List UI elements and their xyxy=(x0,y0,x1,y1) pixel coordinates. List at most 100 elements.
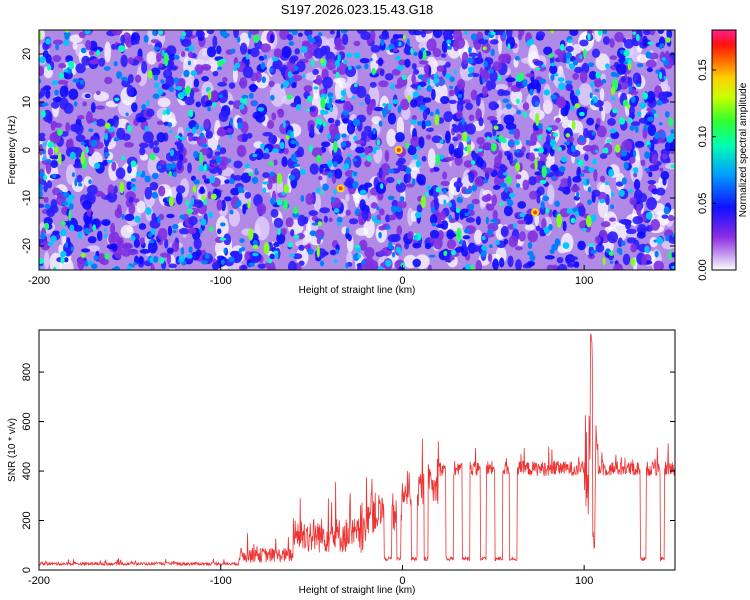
heatmap-cell xyxy=(130,160,137,168)
heatmap-cell xyxy=(312,68,319,76)
heatmap-cell xyxy=(503,114,515,125)
heatmap-cell xyxy=(381,108,388,116)
heatmap-cell xyxy=(442,171,448,180)
heatmap-cell xyxy=(386,128,397,147)
heatmap-cell xyxy=(341,33,349,46)
heatmap-cell xyxy=(446,39,452,44)
heatmap-cell xyxy=(490,31,496,36)
heatmap-cell xyxy=(167,122,173,128)
heatmap-cell xyxy=(632,167,638,172)
heatmap-cell xyxy=(410,119,418,125)
heatmap-cell xyxy=(666,157,671,164)
heatmap-cell xyxy=(507,255,514,268)
heatmap-cell xyxy=(113,266,120,270)
heatmap-cell xyxy=(464,228,470,234)
heatmap-cell xyxy=(55,43,60,51)
heatmap-cell xyxy=(587,186,592,193)
heatmap-cell xyxy=(127,124,133,133)
heatmap-cell xyxy=(70,246,74,252)
heatmap-cell xyxy=(332,161,338,168)
heatmap-cell xyxy=(216,45,222,55)
heatmap-cell xyxy=(309,106,317,112)
heatmap-cell xyxy=(262,181,269,185)
heatmap-cell xyxy=(131,102,138,113)
heatmap-cell xyxy=(247,48,252,55)
heatmap-cell xyxy=(121,213,125,220)
heatmap-cell xyxy=(394,55,401,61)
heatmap-cell xyxy=(413,69,420,75)
heatmap-cell xyxy=(240,172,251,183)
heatmap-cell xyxy=(456,227,462,242)
heatmap-cell xyxy=(429,111,434,117)
heatmap-cell xyxy=(193,238,202,250)
heatmap-cell xyxy=(377,266,384,270)
heatmap-cell xyxy=(260,43,272,53)
heatmap-cell xyxy=(136,200,146,214)
heatmap-cell xyxy=(59,190,63,194)
heatmap-cell xyxy=(311,59,315,67)
heatmap-cell xyxy=(186,254,193,259)
heatmap-cell xyxy=(152,30,157,36)
heatmap-cell xyxy=(397,164,408,172)
heatmap-cell xyxy=(248,92,254,99)
heatmap-cell xyxy=(121,78,131,88)
heatmap-cell xyxy=(419,104,427,111)
heatmap-cell xyxy=(43,85,52,91)
heatmap-cell xyxy=(452,39,460,52)
heatmap-cell xyxy=(210,193,217,200)
heatmap-cell xyxy=(168,53,176,61)
heatmap-cell xyxy=(148,240,155,244)
heatmap-cell xyxy=(448,143,455,155)
heatmap-cell xyxy=(468,46,472,54)
heatmap-cell xyxy=(550,94,558,100)
heatmap-cell xyxy=(336,216,343,223)
heatmap-cell xyxy=(297,32,303,37)
heatmap-cell xyxy=(46,64,52,71)
heatmap-cell xyxy=(515,259,522,270)
heatmap-cell xyxy=(492,258,499,270)
heatmap-cell xyxy=(353,40,361,47)
heatmap-cell xyxy=(507,43,511,51)
heatmap-cell xyxy=(550,74,555,81)
heatmap-cell xyxy=(595,71,601,79)
heatmap-cell xyxy=(206,46,217,58)
heatmap-cell xyxy=(354,195,359,208)
heatmap-cell xyxy=(263,54,267,60)
heatmap-cell xyxy=(670,129,675,134)
heatmap-cell xyxy=(497,150,503,161)
heatmap-cell xyxy=(59,85,69,98)
heatmap-x-tick-label: 100 xyxy=(575,275,593,287)
heatmap-cell xyxy=(260,62,266,70)
heatmap-cell xyxy=(44,203,51,210)
heatmap-cell xyxy=(60,250,67,258)
heatmap-cell xyxy=(407,144,417,156)
heatmap-cell xyxy=(529,88,534,96)
heatmap-cell xyxy=(456,196,464,204)
heatmap-cell xyxy=(329,249,337,256)
heatmap-cell xyxy=(354,139,365,145)
heatmap-cell xyxy=(178,145,184,154)
heatmap-cell xyxy=(378,120,383,127)
heatmap-cell xyxy=(485,193,492,202)
heatmap-cell xyxy=(627,62,632,71)
heatmap-cell xyxy=(547,184,555,205)
heatmap-cell xyxy=(345,227,350,234)
heatmap-cell xyxy=(390,83,395,90)
heatmap-cell xyxy=(272,148,279,153)
heatmap-cell xyxy=(483,36,487,40)
heatmap-cell xyxy=(390,233,401,243)
heatmap-cell xyxy=(528,152,536,162)
heatmap-cell xyxy=(439,139,444,144)
heatmap-cell xyxy=(216,128,227,137)
heatmap-cell xyxy=(556,96,567,109)
heatmap-cell xyxy=(417,74,425,80)
heatmap-cell xyxy=(269,253,275,260)
heatmap-cell xyxy=(208,226,214,232)
heatmap-cell xyxy=(526,260,536,267)
heatmap-cell xyxy=(157,88,164,96)
heatmap-cell xyxy=(130,183,136,188)
heatmap-cell xyxy=(185,199,189,206)
heatmap-cell xyxy=(103,228,107,233)
heatmap-cell xyxy=(556,256,564,264)
heatmap-cell xyxy=(481,235,486,241)
